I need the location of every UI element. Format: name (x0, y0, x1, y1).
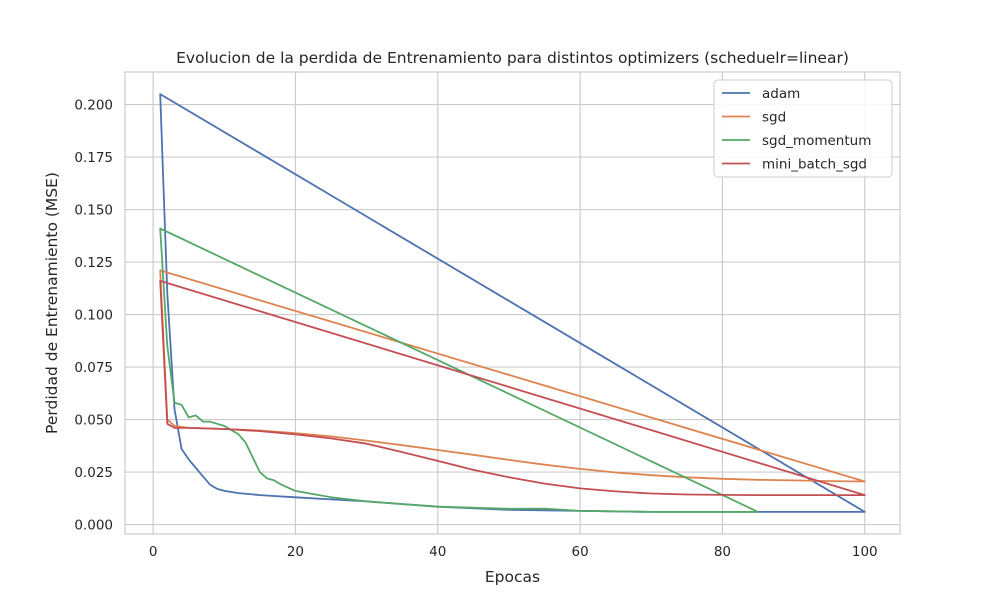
x-tick-label: 80 (714, 544, 731, 560)
y-tick-label: 0.025 (74, 465, 113, 481)
y-tick-label: 0.175 (74, 150, 113, 166)
tick-labels: 0 20 40 60 80 100 0.000 0.025 0.050 0.075 0.100 0.1… (74, 98, 877, 560)
y-tick-label: 0.150 (74, 203, 113, 219)
legend-label: sgd_momentum (762, 133, 871, 149)
y-tick-label: 0.200 (74, 98, 113, 114)
chart-title: Evolucion de la perdida de Entrenamiento… (176, 49, 849, 67)
series-lines (159, 93, 866, 513)
plot-area-frame (124, 71, 901, 535)
y-tick-label: 0.125 (74, 255, 113, 271)
x-tick-label: 100 (852, 544, 878, 560)
grid (125, 72, 900, 534)
y-tick-label: 0.075 (74, 360, 113, 376)
legend-label: adam (762, 86, 800, 102)
legend-label: mini_batch_sgd (762, 157, 867, 173)
legend-label: sgd (762, 110, 786, 126)
y-tick-label: 0.100 (74, 308, 113, 324)
legend: adam sgd sgd_momentum mini_batch_sgd (713, 79, 893, 178)
x-tick-label: 20 (287, 544, 304, 560)
legend-box (713, 79, 893, 178)
series-line-mini-batch-sgd (159, 279, 866, 497)
x-tick-label: 60 (572, 544, 589, 560)
x-tick-label: 0 (149, 544, 158, 560)
y-tick-label: 0.050 (74, 413, 113, 429)
x-tick-label: 40 (429, 544, 446, 560)
y-tick-label: 0.000 (74, 518, 113, 534)
series-line-sgd-momentum (159, 227, 759, 513)
y-axis-label: Perdidad de Entrenamiento (MSE) (43, 172, 61, 434)
x-axis-label: Epocas (485, 568, 540, 586)
